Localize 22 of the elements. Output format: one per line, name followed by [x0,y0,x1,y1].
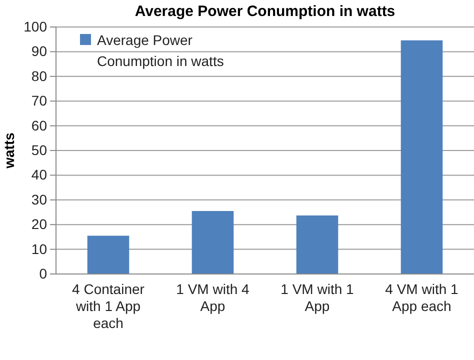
x-tick-label: 1 VM with 1 App [280,281,354,314]
bar [87,236,130,274]
y-tick-label: 10 [31,240,48,257]
y-tick-label: 30 [31,191,48,208]
chart-title: Average Power Conumption in watts [134,3,396,20]
x-tick-label: 4 Container with 1 App each [72,281,145,331]
y-tick-label: 60 [31,117,48,134]
y-tick-label: 20 [31,216,48,232]
bar [400,40,443,274]
legend-label: Average Power Conumption in watts [97,32,224,69]
y-tick-label: 40 [31,166,48,183]
x-tick-label: 4 VM with 1 App each [385,281,459,314]
y-tick-label: 80 [31,68,48,84]
y-tick-label: 70 [31,92,48,109]
y-axis-title: watts [1,132,17,170]
y-tick-label: 100 [24,18,48,34]
y-tick-label: 90 [31,43,48,60]
y-tick-label: 0 [39,265,48,282]
bar [296,215,338,274]
bar [192,211,234,274]
x-tick-label: 1 VM with 4 App [176,281,250,314]
y-tick-label: 50 [31,142,48,158]
